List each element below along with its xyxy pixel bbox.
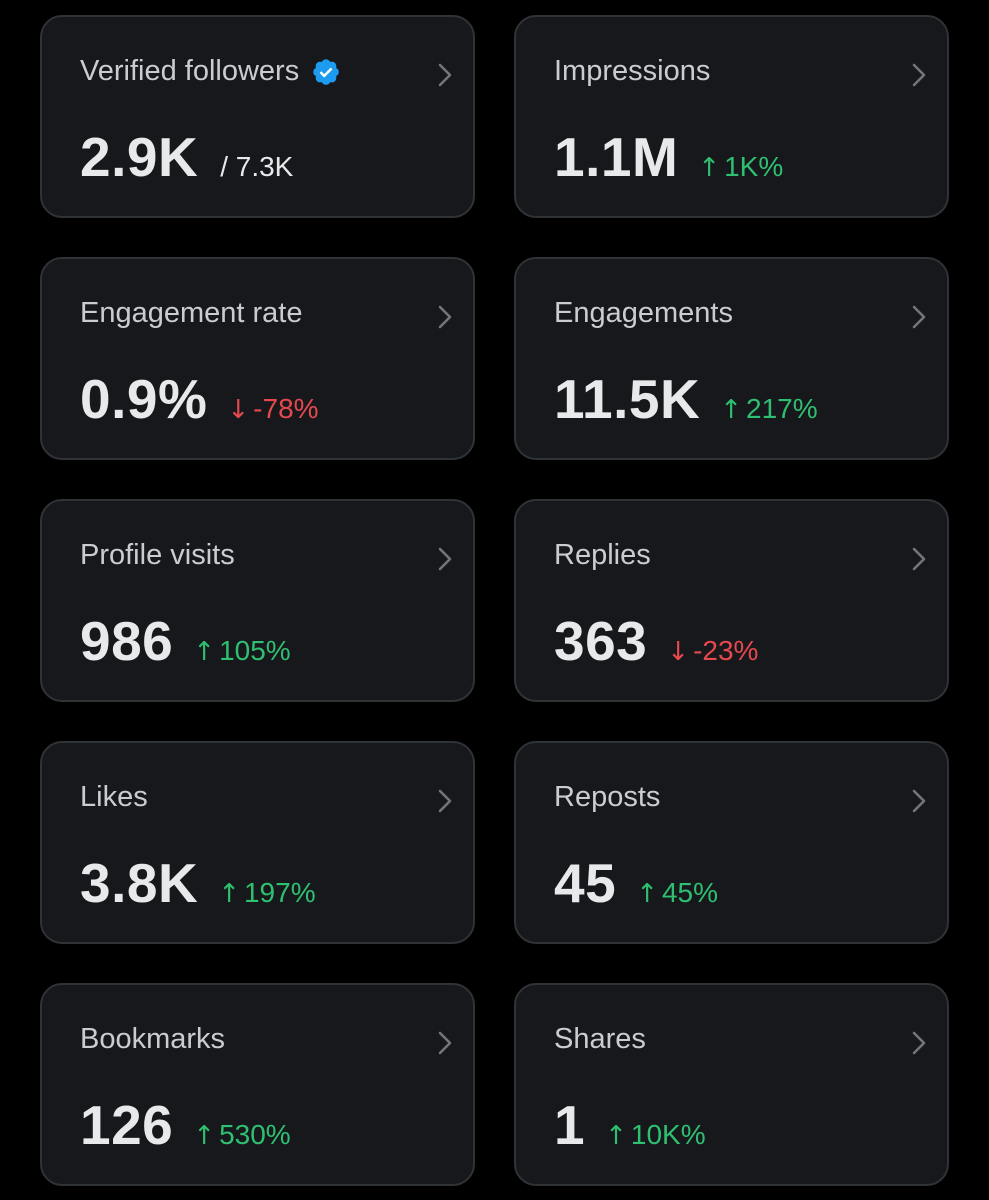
- chevron-right-icon: [912, 789, 926, 813]
- card-title-row: Reposts: [554, 781, 660, 814]
- card-title: Shares: [554, 1023, 646, 1055]
- change-percent: 1K%: [724, 151, 784, 182]
- card-reposts[interactable]: Reposts 45 ↑ 45%: [514, 741, 949, 944]
- verified-badge-icon: [313, 58, 340, 85]
- card-title-row: Engagements: [554, 297, 733, 330]
- card-title: Bookmarks: [80, 1023, 226, 1055]
- change-percent: -78%: [253, 393, 319, 424]
- metric-value: 1.1M: [554, 126, 679, 188]
- chevron-right-icon: [438, 63, 452, 87]
- metric-value: 11.5K: [554, 368, 701, 430]
- metric-change: ↑ 530%: [193, 1119, 290, 1151]
- arrow-up-icon: ↑: [193, 1121, 216, 1151]
- card-title-row: Impressions: [554, 55, 710, 88]
- metric-value: 0.9%: [80, 368, 208, 430]
- value-row: 363 ↓ -23%: [554, 609, 758, 673]
- metric-value: 126: [80, 1094, 174, 1156]
- card-title: Likes: [80, 781, 148, 813]
- chevron-right-icon: [438, 305, 452, 329]
- card-shares[interactable]: Shares 1 ↑ 10K%: [514, 983, 949, 1186]
- card-replies[interactable]: Replies 363 ↓ -23%: [514, 499, 949, 702]
- arrow-up-icon: ↑: [218, 879, 240, 909]
- chevron-right-icon: [438, 789, 452, 813]
- metric-value: 986: [80, 610, 174, 672]
- chevron-right-icon: [438, 1031, 452, 1055]
- arrow-up-icon: ↑: [720, 395, 743, 425]
- metric-value: 1: [554, 1094, 586, 1156]
- card-title-row: Engagement rate: [80, 297, 302, 330]
- metric-change: ↑ 217%: [720, 393, 817, 425]
- arrow-up-icon: ↑: [605, 1121, 627, 1151]
- change-percent: 197%: [243, 877, 316, 908]
- metric-value: 363: [554, 610, 648, 672]
- chevron-right-icon: [912, 1031, 926, 1055]
- value-row: 3.8K ↑ 197%: [80, 851, 316, 915]
- value-row: 0.9% ↓ -78%: [80, 367, 319, 431]
- card-title: Profile visits: [80, 539, 235, 571]
- card-title: Replies: [554, 539, 651, 571]
- metric-change: ↓ -23%: [667, 635, 758, 667]
- change-percent: 10K%: [630, 1119, 706, 1150]
- card-bookmarks[interactable]: Bookmarks 126 ↑ 530%: [40, 983, 475, 1186]
- metric-value: 2.9K: [80, 126, 199, 188]
- card-title-row: Bookmarks: [80, 1023, 225, 1056]
- card-title-row: Shares: [554, 1023, 646, 1056]
- metric-change: ↑ 197%: [218, 877, 315, 909]
- value-row: 2.9K / 7.3K: [80, 125, 293, 189]
- value-row: 11.5K ↑ 217%: [554, 367, 818, 431]
- change-percent: 530%: [219, 1119, 291, 1150]
- card-impressions[interactable]: Impressions 1.1M ↑ 1K%: [514, 15, 949, 218]
- card-title: Reposts: [554, 781, 661, 813]
- metric-change: ↑ 45%: [636, 877, 718, 909]
- metric-change: ↑ 10K%: [605, 1119, 706, 1151]
- card-title: Engagements: [554, 297, 733, 329]
- metric-change: ↑ 105%: [193, 635, 290, 667]
- change-percent: 105%: [219, 635, 291, 666]
- metric-value: 45: [554, 852, 617, 914]
- chevron-right-icon: [912, 63, 926, 87]
- card-title: Engagement rate: [80, 297, 303, 329]
- metric-change: ↑ 1K%: [698, 151, 783, 183]
- card-title-row: Profile visits: [80, 539, 235, 572]
- card-title: Verified followers: [80, 55, 300, 87]
- value-row: 1.1M ↑ 1K%: [554, 125, 783, 189]
- chevron-right-icon: [912, 305, 926, 329]
- metric-change: ↓ -78%: [227, 393, 318, 425]
- arrow-up-icon: ↑: [698, 153, 721, 183]
- change-percent: 217%: [746, 393, 818, 424]
- card-likes[interactable]: Likes 3.8K ↑ 197%: [40, 741, 475, 944]
- card-engagements[interactable]: Engagements 11.5K ↑ 217%: [514, 257, 949, 460]
- card-profile-visits[interactable]: Profile visits 986 ↑ 105%: [40, 499, 475, 702]
- value-row: 45 ↑ 45%: [554, 851, 718, 915]
- card-verified-followers[interactable]: Verified followers 2.9K / 7.3K: [40, 15, 475, 218]
- card-title-row: Replies: [554, 539, 651, 572]
- analytics-card-grid: Verified followers 2.9K / 7.3K Impressio…: [40, 15, 949, 1186]
- arrow-down-icon: ↓: [667, 637, 690, 667]
- chevron-right-icon: [912, 547, 926, 571]
- change-percent: 45%: [661, 877, 719, 908]
- metric-value: 3.8K: [80, 852, 199, 914]
- value-row: 1 ↑ 10K%: [554, 1093, 706, 1157]
- change-percent: -23%: [693, 635, 759, 666]
- chevron-right-icon: [438, 547, 452, 571]
- card-engagement-rate[interactable]: Engagement rate 0.9% ↓ -78%: [40, 257, 475, 460]
- arrow-up-icon: ↑: [193, 637, 216, 667]
- metric-total: / 7.3K: [220, 151, 294, 182]
- card-title-row: Verified followers: [80, 55, 341, 88]
- card-title-row: Likes: [80, 781, 148, 814]
- value-row: 986 ↑ 105%: [80, 609, 291, 673]
- arrow-down-icon: ↓: [227, 395, 250, 425]
- value-row: 126 ↑ 530%: [80, 1093, 291, 1157]
- arrow-up-icon: ↑: [636, 879, 658, 909]
- card-title: Impressions: [554, 55, 711, 87]
